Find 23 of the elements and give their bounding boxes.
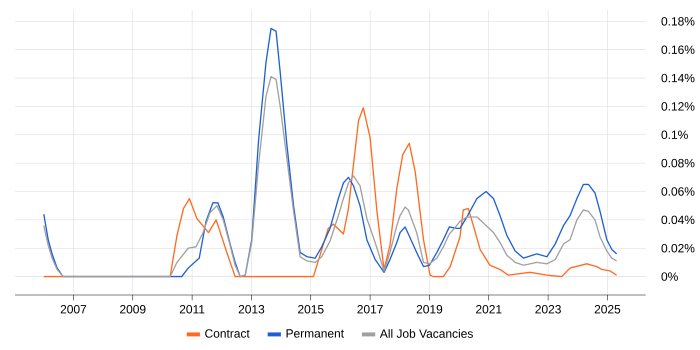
x-tick-label: 2023 xyxy=(535,305,561,314)
x-tick-label: 2017 xyxy=(357,305,383,314)
y-tick-label: 0.18% xyxy=(661,17,694,26)
y-tick-label: 0.06% xyxy=(661,187,694,196)
x-tick-label: 2025 xyxy=(594,305,620,314)
y-tick-label: 0.16% xyxy=(661,45,694,54)
y-tick-label: 0.1% xyxy=(661,130,688,140)
x-tick-label: 2015 xyxy=(298,305,324,314)
legend-label: All Job Vacancies xyxy=(380,329,473,338)
x-tick-label: 2013 xyxy=(238,305,264,314)
legend-label: Contract xyxy=(205,329,250,338)
x-tick-label: 2019 xyxy=(416,305,442,314)
y-tick-label: 0.02% xyxy=(661,244,694,252)
y-tick-label: 0.04% xyxy=(661,216,694,224)
x-tick-label: 2009 xyxy=(120,305,146,314)
y-tick-label: 0.12% xyxy=(661,102,694,111)
y-tick-label: 0.08% xyxy=(661,158,694,168)
x-tick-label: 2011 xyxy=(180,305,204,314)
legend-label: Permanent xyxy=(286,329,344,338)
y-tick-label: 0.14% xyxy=(661,74,694,82)
y-tick-label: 0% xyxy=(661,272,678,281)
x-tick-label: 2021 xyxy=(476,305,502,314)
x-tick-label: 2007 xyxy=(60,305,86,314)
